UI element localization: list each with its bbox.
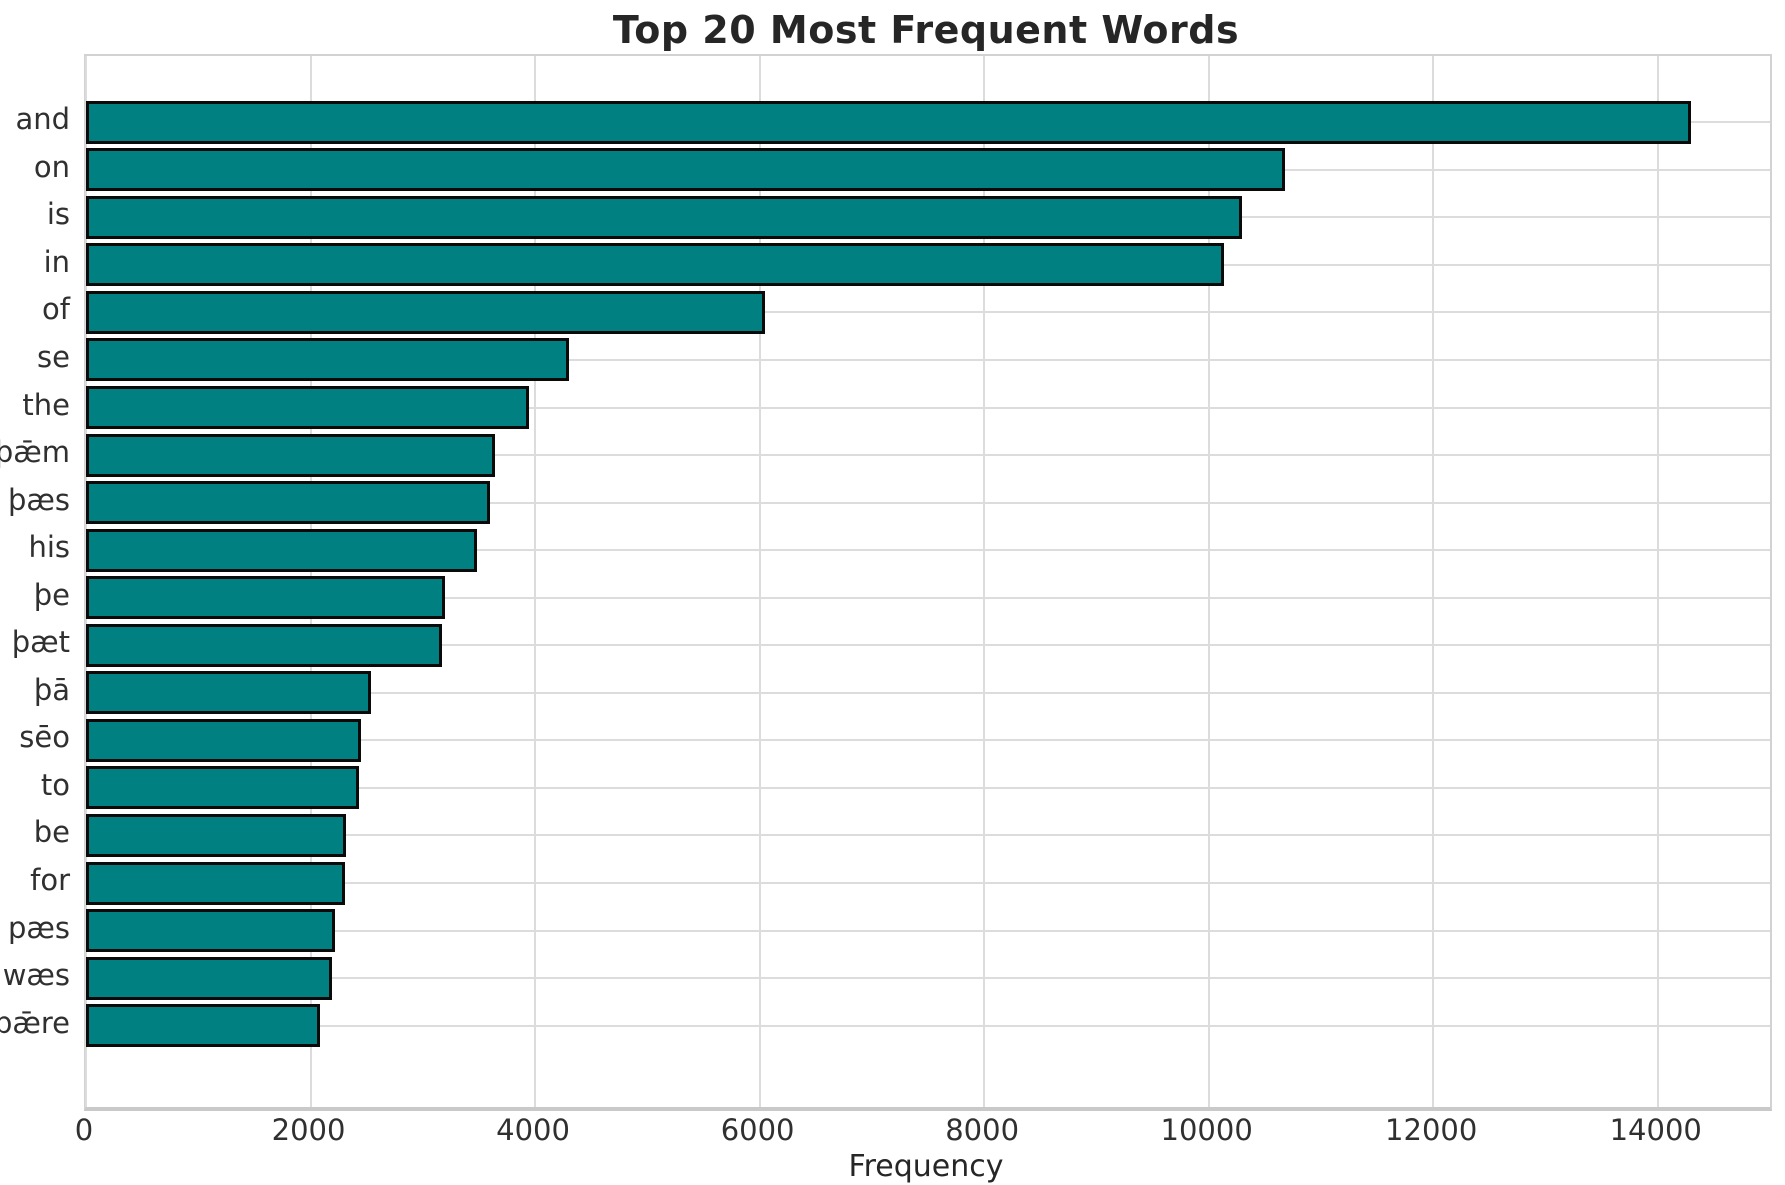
y-tick-label: þǣm (0, 434, 70, 469)
y-gridline (86, 786, 1770, 789)
x-tick-label: 10000 (1160, 1113, 1253, 1147)
y-gridline (86, 739, 1770, 742)
y-gridline (86, 501, 1770, 504)
y-tick-label: is (46, 197, 70, 232)
x-gridline (534, 56, 537, 1107)
y-gridline (86, 882, 1770, 884)
bar (86, 148, 1285, 192)
y-tick-label: þā (33, 672, 70, 707)
x-tick-label: 0 (74, 1113, 94, 1147)
bar (86, 623, 442, 667)
y-gridline (86, 596, 1770, 599)
x-gridline (1432, 56, 1435, 1107)
x-tick-label: 14000 (1609, 1113, 1702, 1147)
y-tick-label: to (40, 767, 70, 802)
bar (86, 1004, 320, 1048)
bar (86, 813, 347, 857)
x-gridline (983, 56, 986, 1107)
y-tick-label: sēo (19, 720, 70, 755)
bar (86, 718, 362, 762)
y-gridline (86, 549, 1770, 552)
y-gridline (86, 358, 1770, 361)
bar (86, 243, 1225, 287)
y-tick-label: the (22, 387, 70, 422)
y-gridline (86, 977, 1770, 980)
y-gridline (86, 454, 1770, 457)
y-tick-label: be (33, 815, 70, 850)
bar (86, 386, 530, 429)
bar (86, 100, 1692, 144)
y-gridline (86, 691, 1770, 694)
bar (86, 861, 346, 905)
y-tick-label: se (37, 339, 70, 374)
x-tick-label: 8000 (945, 1113, 1020, 1147)
bar (86, 481, 491, 525)
x-axis-label: Frequency (848, 1149, 1004, 1184)
bar (86, 909, 336, 953)
bar (86, 528, 477, 572)
y-gridline (86, 929, 1770, 932)
bar (86, 576, 446, 620)
bar (86, 433, 495, 477)
y-tick-label: and (15, 102, 70, 137)
y-tick-label: pæs (8, 910, 70, 945)
x-gridline (758, 56, 761, 1107)
bar (86, 956, 332, 1000)
y-tick-label: for (30, 862, 70, 897)
plot-area (84, 54, 1772, 1111)
x-gridline (1656, 56, 1659, 1107)
y-tick-label: þe (33, 577, 70, 612)
y-gridline (86, 406, 1770, 409)
bar (86, 290, 766, 334)
x-tick-label: 2000 (271, 1113, 346, 1147)
y-tick-label: his (28, 530, 70, 565)
x-tick-label: 12000 (1385, 1113, 1478, 1147)
y-tick-label: þǣre (0, 1005, 70, 1040)
x-tick-label: 6000 (720, 1113, 795, 1147)
bar (86, 195, 1243, 239)
bar (86, 671, 372, 715)
y-gridline (86, 311, 1770, 314)
y-gridline (86, 1024, 1770, 1027)
y-tick-label: of (42, 292, 70, 327)
y-tick-label: in (43, 244, 70, 279)
y-tick-label: þæt (11, 625, 70, 660)
y-tick-label: þæs (8, 482, 70, 517)
y-gridline (86, 644, 1770, 647)
x-gridline (1207, 56, 1210, 1107)
bar (86, 338, 569, 382)
y-tick-label: wæs (2, 958, 70, 993)
y-axis-labels: and on is in of se the þǣm þæs his þe þæt þā sēo to be f… (0, 54, 84, 1105)
x-tick-label: 4000 (496, 1113, 570, 1147)
bar (86, 766, 359, 810)
chart-title: Top 20 Most Frequent Words (612, 8, 1240, 52)
y-gridline (86, 834, 1770, 837)
y-tick-label: on (33, 149, 70, 184)
